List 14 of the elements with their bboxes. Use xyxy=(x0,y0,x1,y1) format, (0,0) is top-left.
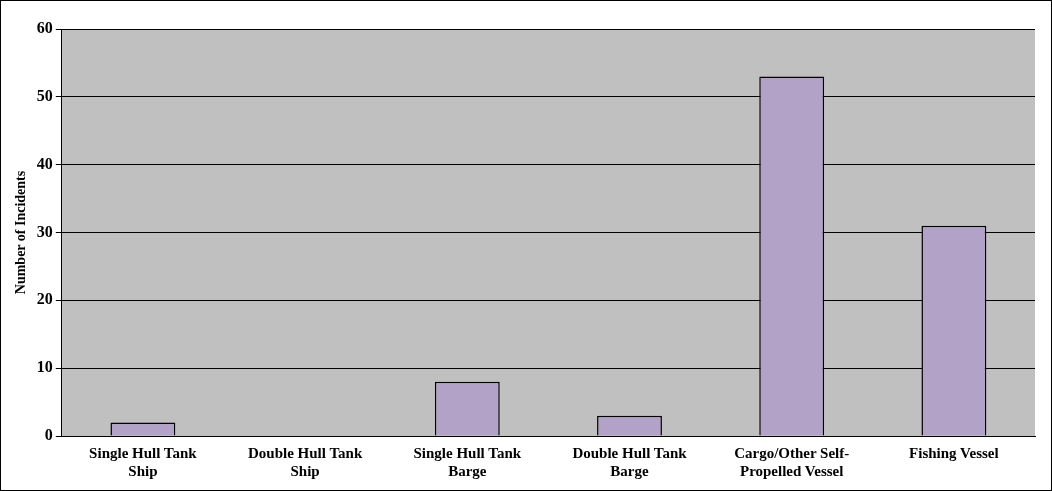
y-tick-label: 20 xyxy=(36,290,53,308)
y-tick-label: 30 xyxy=(36,222,53,240)
x-tick-label: Double Hull Tank Barge xyxy=(572,444,688,479)
y-axis-title: Number of Incidents xyxy=(13,170,29,295)
y-tick-label: 50 xyxy=(36,86,53,104)
y-tick-label: 60 xyxy=(36,19,53,37)
x-tick-label: Fishing Vessel xyxy=(909,444,999,461)
y-tick-label: 10 xyxy=(36,358,53,376)
x-tick-label: Double Hull Tank Ship xyxy=(247,444,363,479)
x-tick-label: Single Hull Tank Ship xyxy=(89,444,198,479)
x-tick-label: Single Hull Tank Barge xyxy=(413,444,522,479)
y-tick-label: 0 xyxy=(44,426,53,444)
x-tick-label: Cargo/Other Self-Propelled Vessel xyxy=(734,444,850,479)
y-tick-label: 40 xyxy=(36,154,53,172)
